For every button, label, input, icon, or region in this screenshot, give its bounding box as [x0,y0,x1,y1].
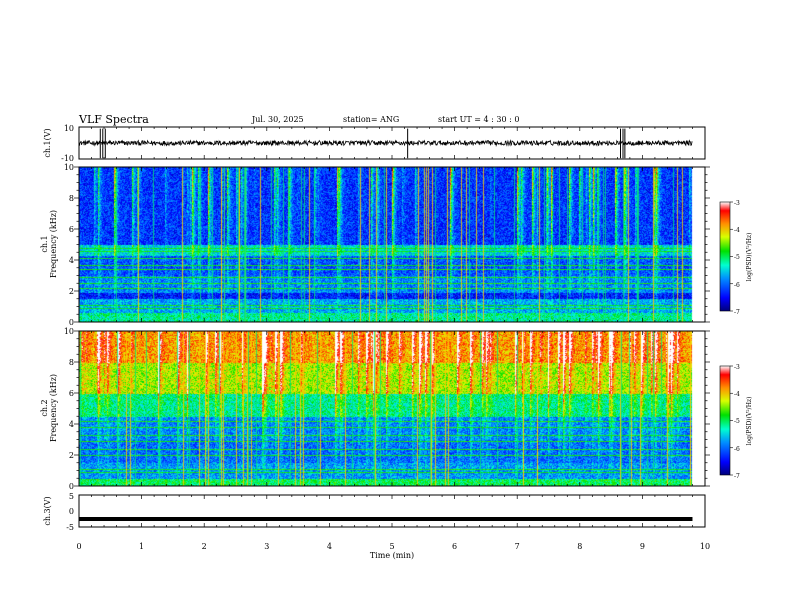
figure-title: VLF Spectra [78,113,149,126]
ch2-colorbar [719,365,731,476]
ch1-colorbar-label: log(PSD)(V²/Hz) [746,233,753,282]
ch1-colorbar [719,201,731,312]
time-tick-8: 8 [577,542,582,551]
ch2-spectrogram-image [79,331,705,486]
ch1-spectrogram-ticks [74,166,710,323]
ch3-waveform-ylabel: ch.3(V) [43,496,52,525]
time-tick-10: 10 [700,542,710,551]
time-tick-1: 1 [139,542,144,551]
ch2-freq-tick-8: 8 [69,358,74,367]
figure-date: Jul. 30, 2025 [251,115,304,124]
time-tick-2: 2 [202,542,207,551]
ch1-colorbar-tick-m6: -6 [734,282,740,289]
ch1-colorbar-tick-m3: -3 [734,200,740,207]
figure-start-time: start UT = 4 : 30 : 0 [438,115,519,124]
ch2-spectrogram-ticks [74,330,710,487]
ch1-freq-tick-2: 2 [69,287,74,296]
ch2-colorbar-ticks [730,365,733,476]
ch3-waveform-ticks [78,495,706,527]
ch1-freq-tick-10: 10 [64,163,74,172]
ch1-freq-tick-8: 8 [69,194,74,203]
ch3-waveform-panel: 5 0 -5 ch.3(V) [43,492,706,532]
time-tick-7: 7 [515,542,520,551]
ch2-freq-tick-2: 2 [69,451,74,460]
ch1-spectrogram-ylabel-frequency: Frequency (kHz) [49,210,58,278]
ch2-colorbar-tick-m6: -6 [734,446,740,453]
ch1-spectrogram-image [79,167,705,322]
ch2-colorbar-label: log(PSD)(V²/Hz) [746,397,753,446]
ch2-spectrogram-ylabel-channel: ch.2 [40,399,49,416]
ch3-ytick-top: 5 [69,492,74,501]
ch3-ytick-middle: 0 [69,507,74,516]
ch2-freq-tick-6: 6 [69,389,74,398]
ch2-spectrogram-image-wrap [79,331,705,486]
ch1-spectrogram-ylabel-channel: ch.1 [40,235,49,252]
ch1-ytick-bottom: -10 [61,154,74,163]
ch1-colorbar-tick-m5: -5 [734,254,740,261]
ch1-freq-tick-0: 0 [69,318,74,327]
ch3-ytick-bottom: -5 [66,523,74,532]
ch1-colorbar-tick-m4: -4 [734,227,740,234]
ch2-colorbar-tick-m3: -3 [734,364,740,371]
ch2-colorbar-tick-m7: -7 [734,473,740,480]
ch1-waveform-ylabel: ch.1(V) [43,128,52,157]
time-axis: 0 1 2 3 4 5 6 7 8 9 10 Time (min) [76,542,710,560]
figure-station: station= ANG [343,115,399,124]
ch2-spectrogram-panel: 0 2 4 6 8 10 ch.2 Frequency (kHz) -3 -4 … [40,327,753,491]
time-tick-4: 4 [327,542,332,551]
ch1-waveform-panel: 10 -10 ch.1(V) [43,124,706,163]
ch1-spectrogram-panel: 0 2 4 6 8 10 ch.1 Frequency (kHz) -3 -4 … [40,163,753,327]
ch2-freq-tick-10: 10 [64,327,74,336]
ch3-waveform-frame [78,494,706,528]
ch2-freq-tick-0: 0 [69,482,74,491]
ch1-colorbar-ticks [730,201,733,312]
ch1-colorbar-tick-m7: -7 [734,309,740,316]
time-tick-3: 3 [264,542,269,551]
time-tick-6: 6 [452,542,457,551]
time-tick-0: 0 [76,542,81,551]
ch2-freq-tick-4: 4 [69,420,74,429]
ch2-colorbar-tick-m4: -4 [734,391,740,398]
ch2-colorbar-tick-m5: -5 [734,418,740,425]
time-axis-label: Time (min) [370,551,414,560]
ch1-waveform-trace [78,139,693,147]
ch1-spectrogram-image-wrap [79,167,705,322]
time-tick-5: 5 [389,542,394,551]
time-tick-9: 9 [640,542,645,551]
ch1-freq-tick-6: 6 [69,225,74,234]
ch1-ytick-top: 10 [64,124,74,133]
ch1-waveform-ticks [78,127,706,159]
ch1-freq-tick-4: 4 [69,256,74,265]
ch2-spectrogram-ylabel-frequency: Frequency (kHz) [49,374,58,442]
